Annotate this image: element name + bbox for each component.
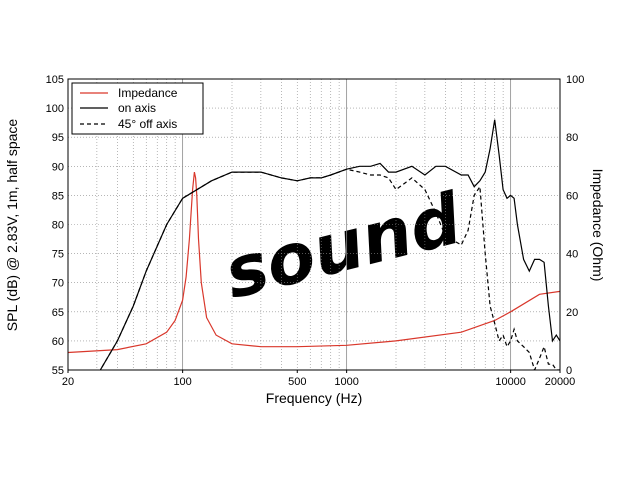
legend: Impedance on axis 45° off axis	[71, 82, 204, 135]
y2-tick-label: 40	[566, 249, 578, 261]
tick-labels: 20 100 500 1000 10000 20000556065707580859095…	[46, 74, 585, 388]
y2-tick-label: 20	[566, 307, 578, 319]
y-tick-label: 70	[52, 278, 64, 290]
series-on-axis	[99, 119, 560, 370]
x-tick-label: 500	[288, 376, 306, 388]
y-axis-title-left: SPL (dB) @ 2.83V, 1m, half space	[4, 119, 20, 332]
y-tick-label: 65	[52, 307, 64, 319]
y-tick-label: 60	[52, 336, 64, 348]
legend-label-impedance: Impedance	[118, 86, 178, 100]
legend-label-off-axis: 45° off axis	[118, 117, 177, 131]
y2-tick-label: 80	[566, 132, 578, 144]
y-tick-label: 80	[52, 220, 64, 232]
x-tick-label: 10000	[495, 376, 526, 388]
y2-tick-label: 100	[566, 74, 584, 86]
x-tick-label: 100	[173, 376, 191, 388]
y-tick-label: 100	[46, 103, 64, 115]
y-tick-label: 95	[52, 132, 64, 144]
watermark: sound	[217, 177, 470, 315]
y-tick-label: 55	[52, 365, 64, 377]
x-tick-label: 20	[62, 376, 74, 388]
y-tick-label: 75	[52, 249, 64, 261]
x-tick-label: 1000	[334, 376, 358, 388]
y-tick-label: 85	[52, 190, 64, 202]
series-impedance	[68, 171, 560, 354]
legend-label-on-axis: on axis	[118, 101, 156, 115]
y-axis-title-right: Impedance (Ohm)	[590, 169, 606, 282]
y2-tick-label: 60	[566, 190, 578, 202]
series-layer	[68, 119, 560, 370]
y2-tick-label: 0	[566, 365, 572, 377]
x-axis-title: Frequency (Hz)	[266, 390, 362, 406]
plot-frame	[67, 78, 561, 371]
y-tick-label: 90	[52, 161, 64, 173]
x-tick-label: 20000	[545, 376, 576, 388]
y-tick-label: 105	[46, 74, 64, 86]
